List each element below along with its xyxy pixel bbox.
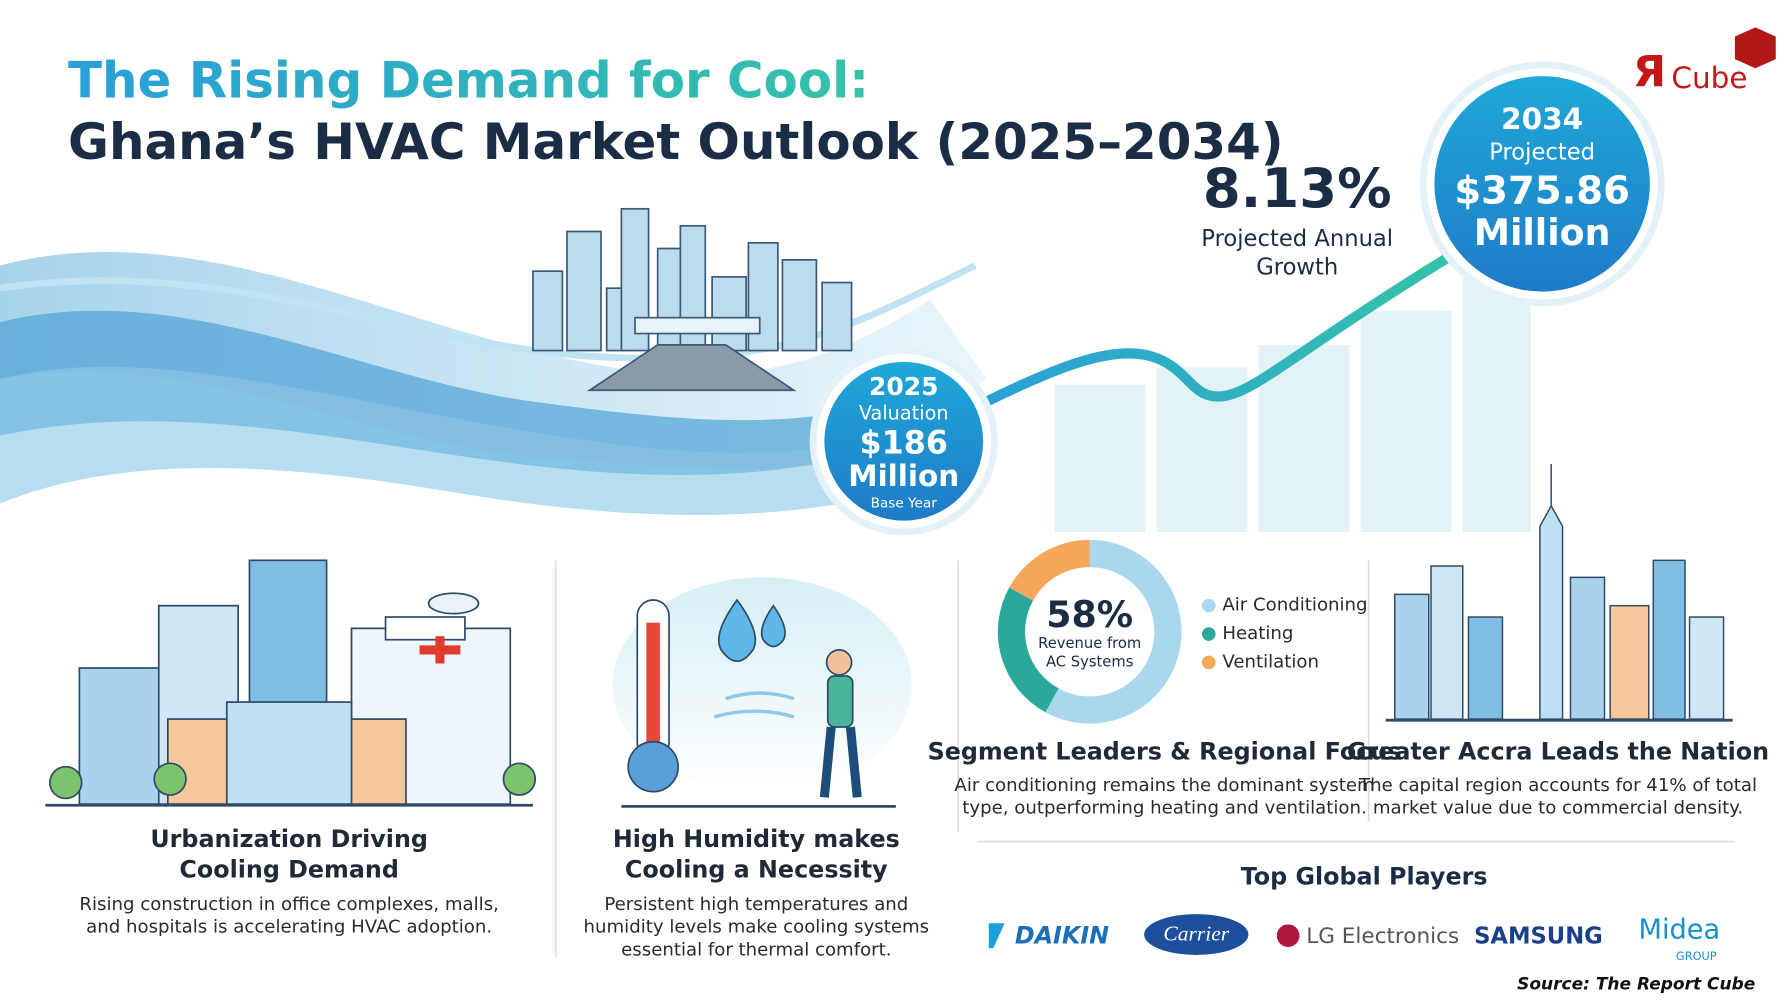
projection-label: Projected [1489, 140, 1595, 166]
growth-caption: Growth [1256, 254, 1338, 280]
logo-daikin: DAIKIN [1015, 921, 1109, 949]
card-title: High Humidity makes [613, 825, 900, 853]
logo-midea: Midea [1639, 915, 1721, 946]
players-title: Top Global Players [1241, 862, 1488, 890]
card-body: Rising construction in office complexes,… [79, 894, 499, 915]
player-logos: DAIKIN Carrier LG Electronics SAMSUNG Mi… [988, 914, 1721, 963]
segment-donut [997, 539, 1182, 724]
card-body: humidity levels make cooling systems [584, 917, 930, 938]
legend: Air Conditioning Heating Ventilation [1201, 595, 1368, 672]
card-body: essential for thermal comfort. [621, 939, 891, 960]
card-title: Urbanization Driving [150, 825, 428, 853]
valuation-unit: Million [848, 459, 959, 493]
humidity-illustration [612, 577, 912, 808]
projection-year: 2034 [1501, 102, 1583, 136]
logo-lg: LG Electronics [1306, 924, 1459, 949]
donut-segment [1045, 539, 1182, 724]
logo-carrier: Carrier [1163, 922, 1229, 946]
title-line1: The Rising Demand for Cool: [68, 52, 869, 110]
card-body: market value due to commercial density. [1373, 798, 1743, 819]
cards: Urbanization Driving Cooling Demand Rising… [79, 738, 1769, 961]
card-title: Greater Accra Leads the Nation [1347, 738, 1769, 766]
card-title: Cooling Demand [179, 856, 398, 884]
card-body: Persistent high temperatures and [604, 894, 908, 915]
legend-label: Heating [1222, 623, 1293, 644]
logo-samsung: SAMSUNG [1474, 923, 1603, 949]
card-body: type, outperforming heating and ventilat… [962, 798, 1366, 819]
valuation-label: Valuation [859, 402, 949, 425]
urban-illustration [45, 559, 537, 807]
legend-label: Ventilation [1222, 651, 1319, 672]
logo-midea-group: GROUP [1676, 949, 1717, 963]
valuation-amount: $186 [860, 426, 948, 462]
valuation-year: 2025 [869, 372, 938, 401]
donut-segment [1009, 539, 1091, 602]
legend-swatch [1201, 627, 1216, 641]
projection-amount: $375.86 [1454, 168, 1630, 213]
dividers [554, 560, 1735, 958]
accra-illustration [1385, 463, 1733, 722]
projection-unit: Million [1474, 211, 1611, 254]
card-title: Cooling a Necessity [625, 856, 888, 884]
card-body: Air conditioning remains the dominant sy… [954, 775, 1374, 796]
skyline-illustration [532, 207, 853, 392]
card-body: and hospitals is accelerating HVAC adopt… [86, 917, 492, 938]
growth-caption: Projected Annual [1201, 226, 1393, 252]
card-body: The capital region accounts for 41% of t… [1358, 775, 1757, 796]
donut-caption: Revenue from [1038, 635, 1141, 652]
title-line2: Ghana’s HVAC Market Outlook (2025–2034) [68, 113, 1284, 171]
valuation-circle: 2025 Valuation $186 Million Base Year [809, 347, 998, 536]
logo-mark: Я [1633, 48, 1666, 98]
legend-swatch [1201, 655, 1216, 670]
donut-segment [997, 587, 1060, 713]
growth-line [970, 243, 1531, 532]
valuation-note: Base Year [871, 496, 938, 512]
logo: Я Cube [1633, 27, 1776, 98]
growth-value: 8.13% [1203, 156, 1392, 220]
donut-center-value: 58% [1046, 593, 1133, 636]
logo-text: Cube [1671, 61, 1747, 95]
donut-caption: AC Systems [1046, 653, 1133, 670]
legend-swatch [1201, 598, 1216, 613]
projection-circle: 2034 Projected $375.86 Million [1419, 61, 1665, 307]
card-title: Segment Leaders & Regional Focus [928, 738, 1402, 766]
legend-label: Air Conditioning [1222, 595, 1367, 616]
source: Source: The Report Cube [1517, 974, 1755, 994]
